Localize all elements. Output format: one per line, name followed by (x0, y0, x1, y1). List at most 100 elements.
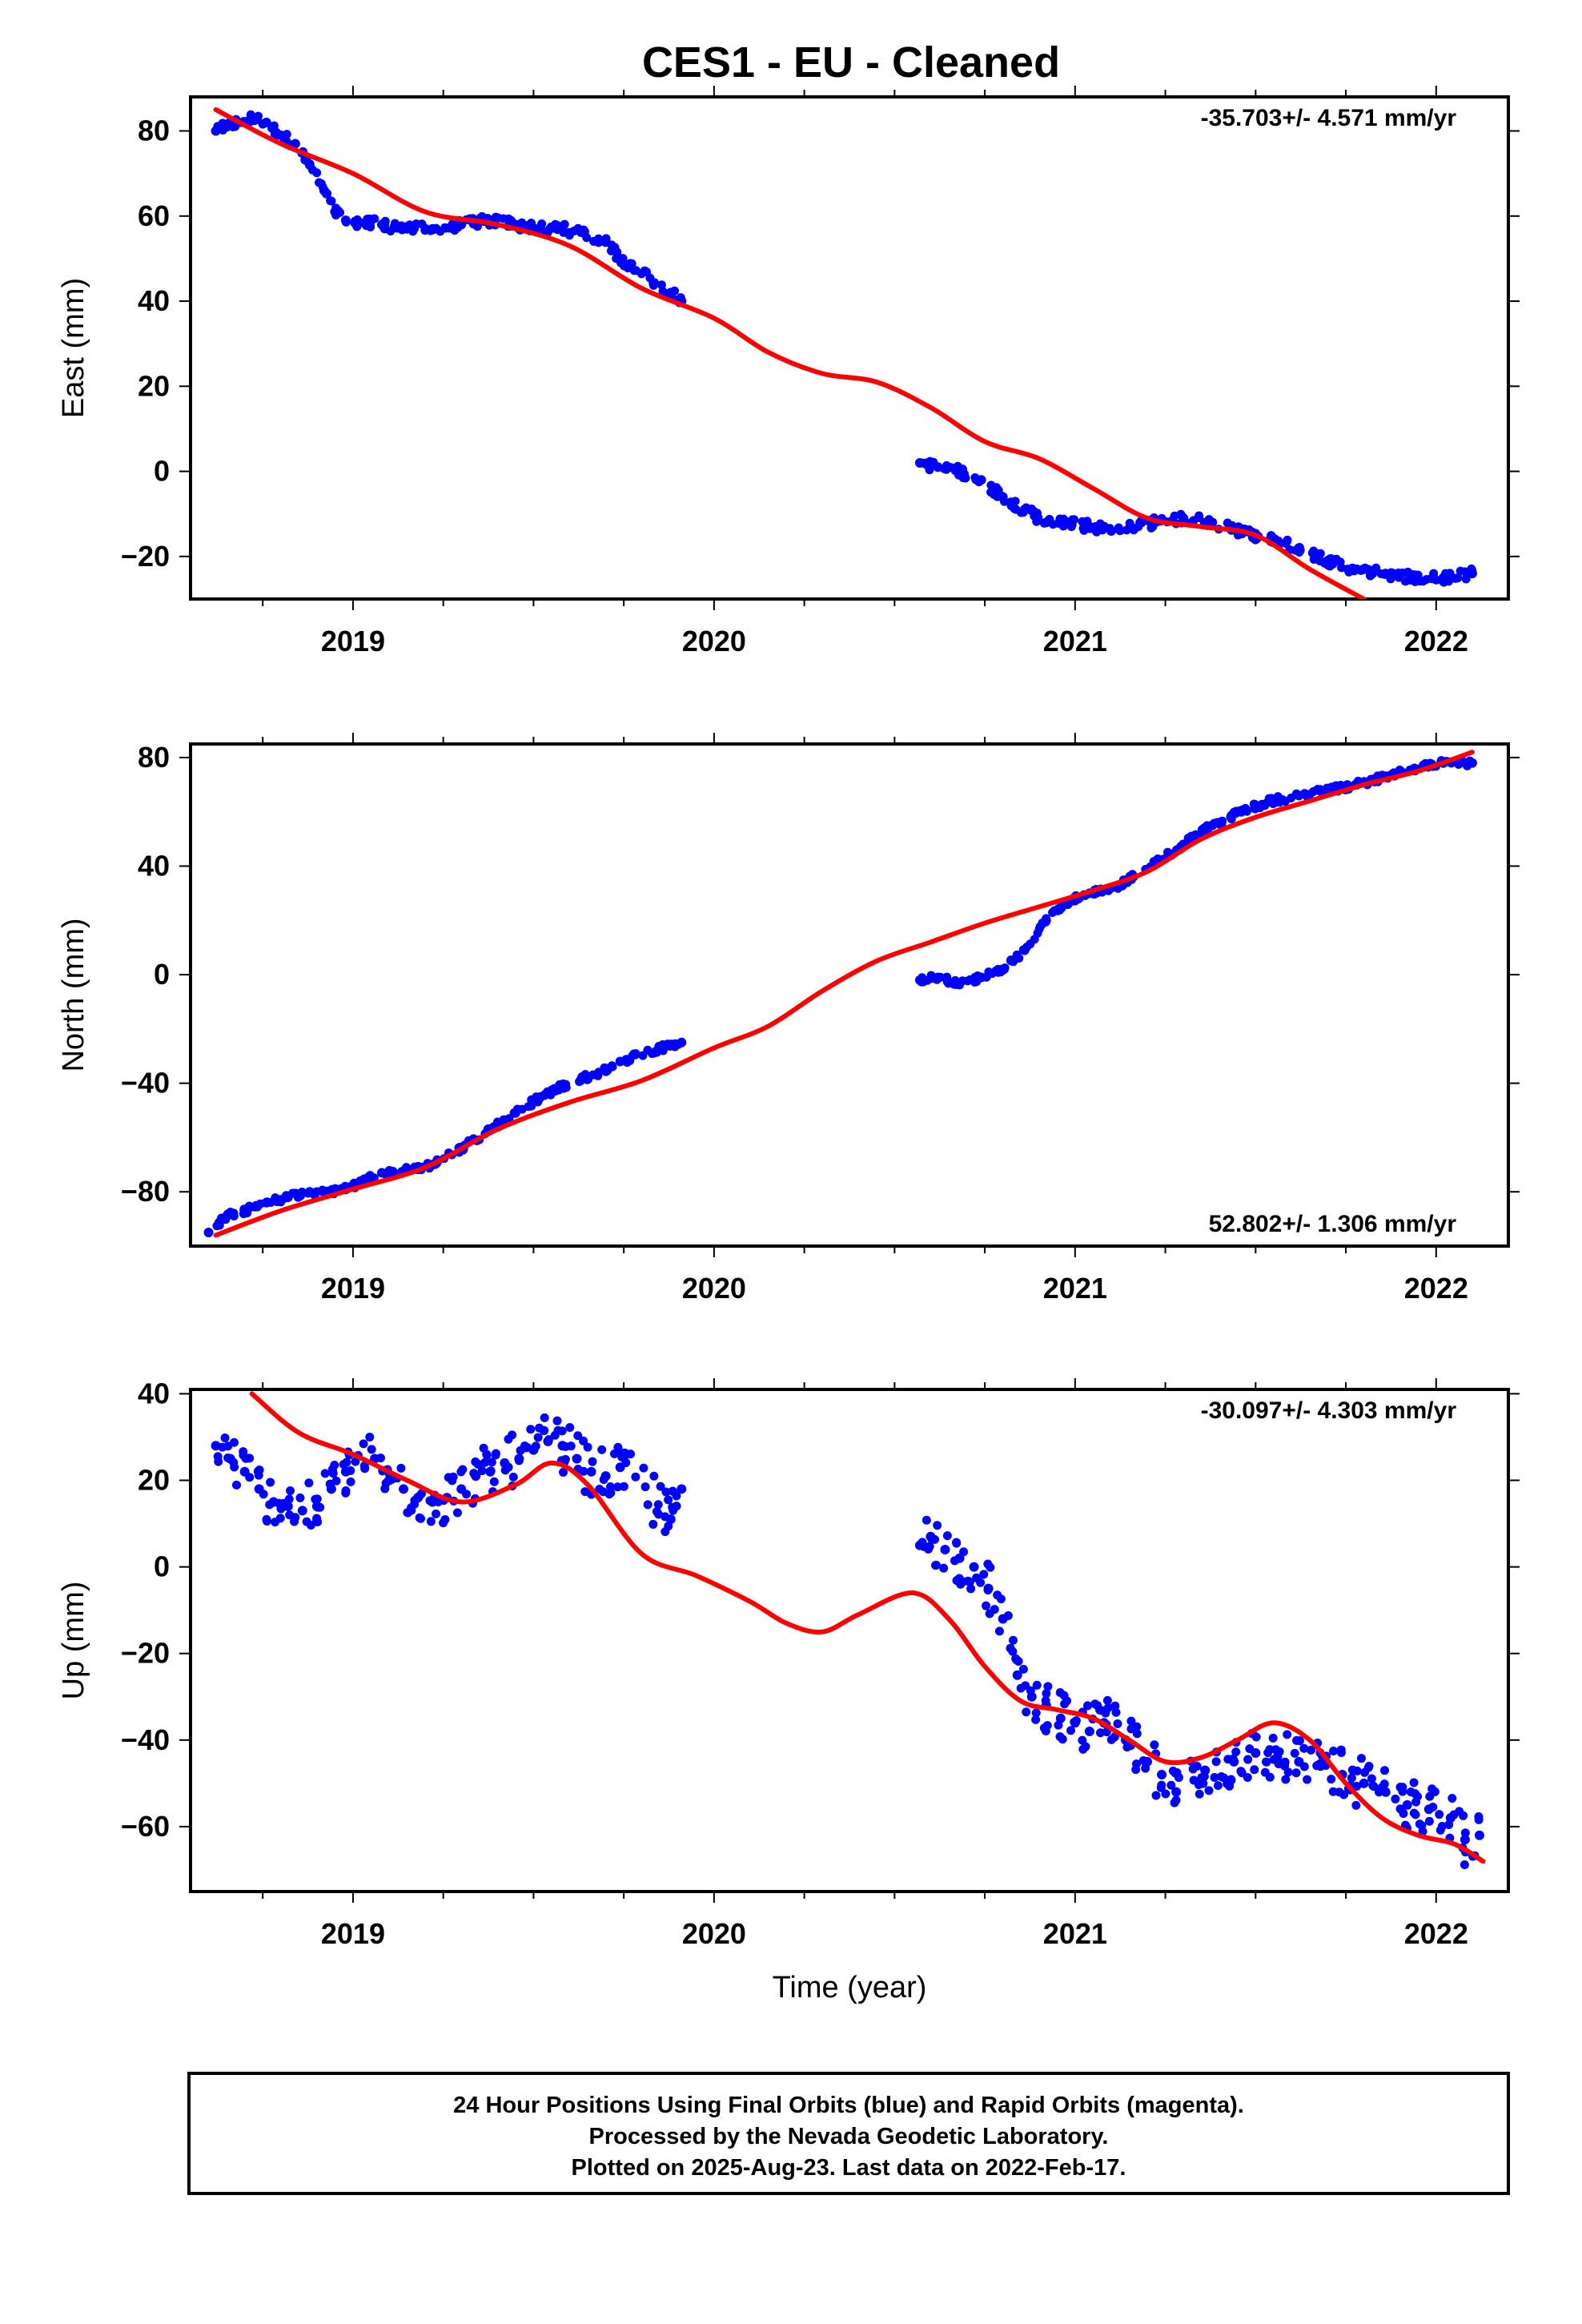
north-data-point (649, 1048, 659, 1058)
up-y-tick-label: 40 (138, 1377, 170, 1409)
up-data-point (1374, 1787, 1383, 1797)
up-data-point (1474, 1830, 1484, 1840)
up-data-point (933, 1521, 942, 1530)
up-data-point (432, 1509, 441, 1518)
north-data-point (936, 972, 946, 982)
up-data-point (1225, 1781, 1235, 1791)
north-data-point (272, 1197, 282, 1207)
up-data-point (396, 1463, 406, 1473)
up-data-point (959, 1547, 969, 1557)
east-data-point (1078, 524, 1088, 533)
up-data-point (1199, 1771, 1209, 1781)
east-data-point (989, 489, 998, 499)
up-data-point (626, 1449, 636, 1459)
up-x-tick-label: 2020 (682, 1917, 746, 1950)
up-data-point (1204, 1786, 1214, 1795)
up-data-point (1460, 1860, 1469, 1870)
up-data-point (516, 1445, 525, 1455)
up-data-point (1444, 1820, 1454, 1830)
up-data-point (1150, 1740, 1159, 1750)
up-data-point (1055, 1713, 1066, 1723)
up-data-point (462, 1490, 472, 1499)
up-data-point (500, 1466, 510, 1475)
up-data-point (1156, 1783, 1166, 1792)
east-data-point (259, 119, 268, 128)
up-data-point (473, 1459, 483, 1469)
east-data-point (970, 473, 980, 483)
up-data-point (921, 1515, 931, 1525)
up-data-point (1174, 1773, 1183, 1783)
north-data-point (558, 1080, 568, 1089)
up-model-line (249, 1391, 1486, 1864)
up-data-point (1243, 1755, 1253, 1764)
up-data-point (552, 1416, 562, 1425)
up-data-point (271, 1518, 280, 1527)
north-data-point (917, 977, 926, 987)
up-data-point (439, 1518, 448, 1528)
east-data-point (1325, 561, 1335, 571)
up-data-point (619, 1482, 628, 1491)
up-data-point (604, 1490, 614, 1499)
up-data-point (1303, 1775, 1312, 1784)
north-data-point (215, 1217, 225, 1227)
north-data-point (318, 1185, 327, 1195)
up-data-point (1280, 1757, 1290, 1767)
north-rate-label: 52.802+/- 1.306 mm/yr (1209, 1211, 1457, 1237)
up-data-point (1113, 1719, 1122, 1729)
up-data-point (539, 1426, 548, 1436)
east-data-point (607, 240, 616, 250)
up-data-point (1251, 1732, 1261, 1742)
up-data-point (342, 1458, 351, 1467)
up-data-point (290, 1517, 299, 1526)
up-data-point (1213, 1781, 1223, 1791)
east-data-point (650, 278, 660, 287)
up-data-point (523, 1442, 532, 1452)
up-data-point (359, 1439, 368, 1449)
up-data-point (661, 1512, 670, 1522)
east-data-point (445, 223, 455, 232)
up-data-point (1327, 1775, 1336, 1784)
east-data-point (410, 223, 420, 233)
up-data-point (1042, 1689, 1051, 1699)
north-y-tick-label: 0 (154, 958, 170, 991)
up-data-point (559, 1467, 568, 1477)
east-x-tick-label: 2021 (1043, 625, 1107, 657)
up-data-point (972, 1573, 982, 1582)
east-data-point (1282, 537, 1291, 546)
east-data-point (1000, 497, 1010, 506)
up-data-point (1427, 1784, 1437, 1794)
up-data-point (917, 1538, 927, 1547)
east-data-point (380, 224, 390, 234)
up-data-point (375, 1454, 385, 1463)
up-data-point (1166, 1780, 1176, 1790)
up-data-point (1359, 1778, 1369, 1788)
up-data-point (452, 1508, 462, 1518)
east-data-point (341, 217, 351, 227)
up-data-point (1368, 1781, 1378, 1791)
up-data-point (599, 1475, 608, 1485)
up-data-point (1157, 1770, 1166, 1779)
up-data-point (579, 1466, 588, 1476)
north-data-points (203, 755, 1477, 1238)
up-data-point (1084, 1727, 1094, 1737)
up-data-point (609, 1449, 619, 1458)
up-data-point (1265, 1772, 1275, 1782)
north-y-tick-label: 40 (138, 850, 170, 883)
up-data-point (653, 1500, 663, 1510)
up-data-point (491, 1450, 500, 1460)
up-data-point (597, 1445, 607, 1454)
up-data-point (245, 1473, 255, 1482)
up-data-point (1066, 1726, 1076, 1735)
north-data-point (958, 976, 967, 986)
up-data-point (403, 1508, 412, 1518)
east-data-point (1044, 516, 1054, 525)
x-axis-label: Time (year) (773, 1971, 927, 2004)
up-data-point (1398, 1783, 1407, 1792)
up-data-point (1090, 1699, 1100, 1709)
east-data-point (291, 139, 300, 148)
up-data-point (489, 1477, 499, 1486)
up-plot-area (211, 1391, 1486, 1870)
up-data-point (1058, 1735, 1067, 1744)
north-data-point (1309, 786, 1319, 796)
east-data-point (333, 206, 343, 215)
